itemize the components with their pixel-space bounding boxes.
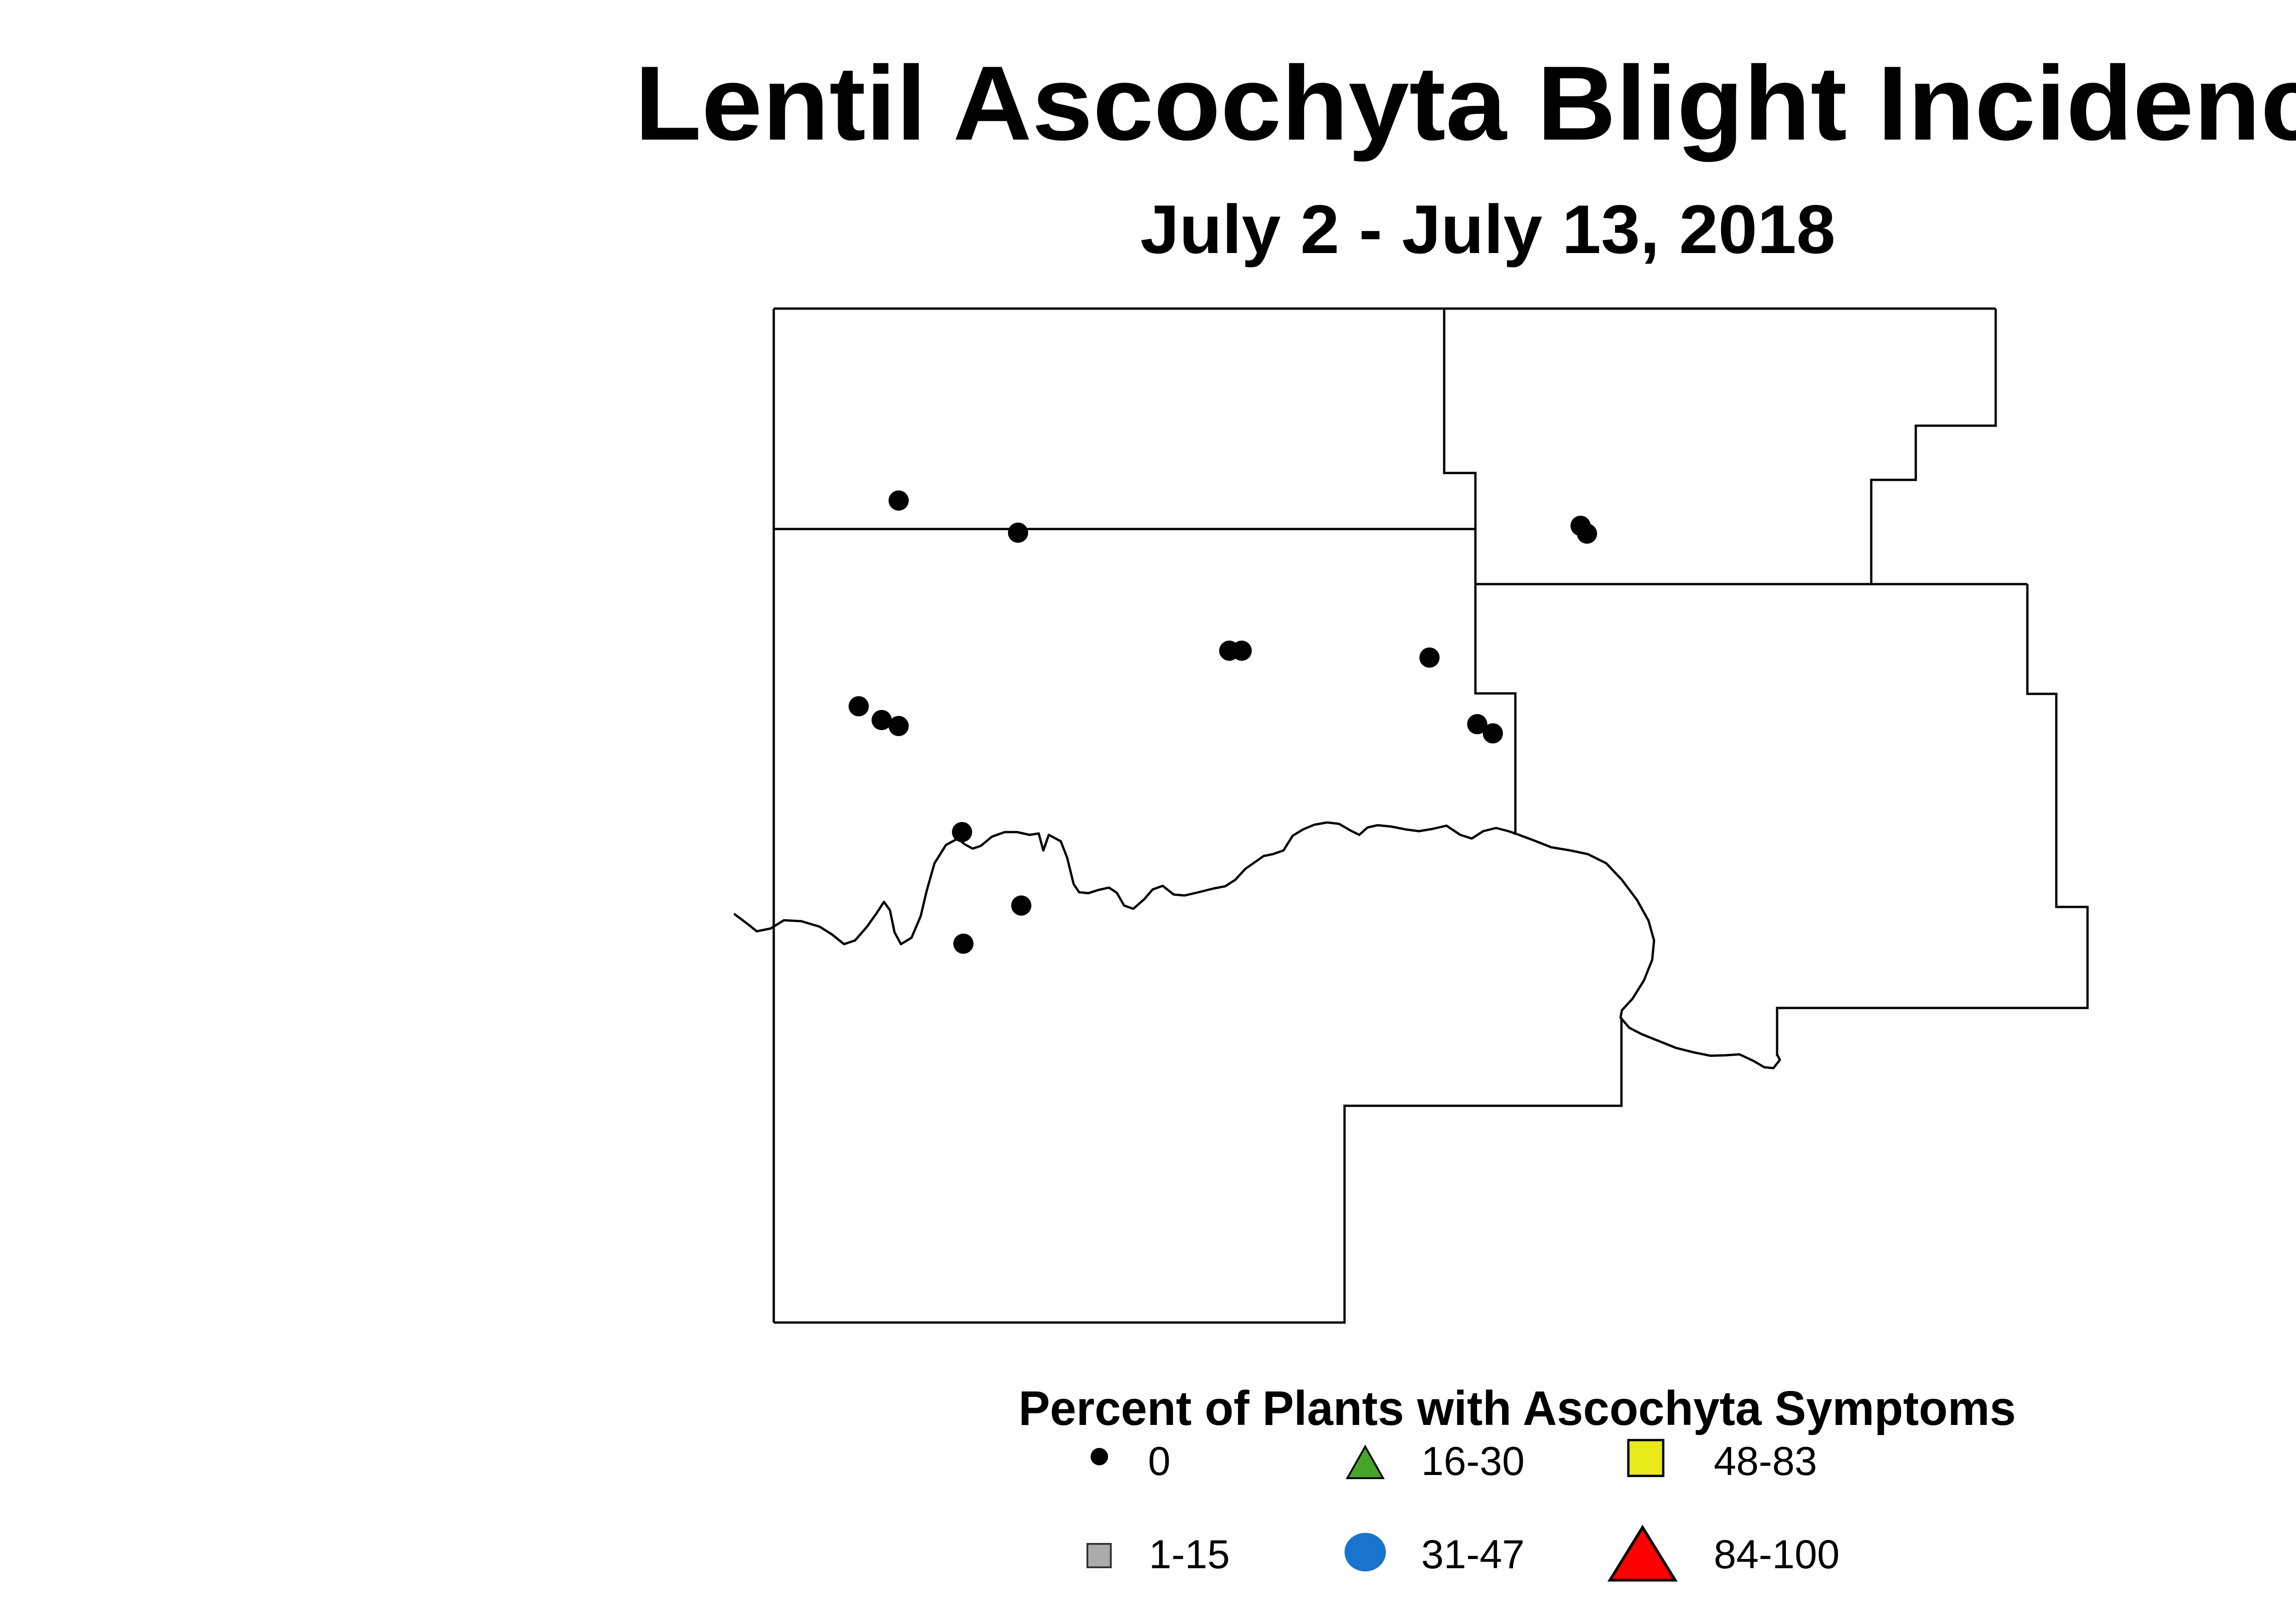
river-line xyxy=(733,821,1781,1070)
legend-label-84-100: 84-100 xyxy=(1714,1531,1840,1577)
legend-gray-square-icon xyxy=(1086,1543,1112,1568)
legend-title: Percent of Plants with Ascochyta Symptom… xyxy=(1019,1381,2016,1435)
survey-point xyxy=(1467,714,1487,734)
legend-label-16-30: 16-30 xyxy=(1421,1438,1525,1484)
county-border-line xyxy=(1776,584,2089,1056)
survey-point xyxy=(1419,647,1440,668)
legend-label-48-83: 48-83 xyxy=(1714,1438,1817,1484)
survey-points xyxy=(849,490,1597,954)
legend-red-triangle-icon xyxy=(1607,1525,1678,1582)
county-border-line xyxy=(1443,309,1517,835)
county-boundaries xyxy=(772,307,2089,1324)
legend-green-triangle-icon xyxy=(1345,1444,1385,1479)
snake-river-line xyxy=(733,821,1781,1070)
survey-point xyxy=(872,710,892,730)
legend-black-dot-icon xyxy=(1091,1448,1108,1465)
legend-blue-circle-icon xyxy=(1345,1533,1386,1571)
page-subtitle: July 2 - July 13, 2018 xyxy=(1140,191,1835,268)
survey-point xyxy=(849,696,869,716)
legend-label-1-15: 1-15 xyxy=(1149,1531,1230,1577)
survey-point xyxy=(1011,895,1031,916)
survey-point xyxy=(953,934,974,954)
survey-point xyxy=(1008,523,1028,543)
county-border-line xyxy=(774,1018,1623,1324)
survey-point xyxy=(889,716,909,736)
legend-yellow-square-icon xyxy=(1627,1439,1665,1477)
survey-point xyxy=(1232,641,1252,661)
legend: Percent of Plants with Ascochyta Symptom… xyxy=(1019,1381,2016,1582)
page-title: Lentil Ascochyta Blight Incidence xyxy=(635,44,2296,162)
legend-label-31-47: 31-47 xyxy=(1421,1531,1525,1577)
survey-point xyxy=(952,822,972,842)
legend-label-0: 0 xyxy=(1148,1438,1171,1484)
survey-point xyxy=(1577,524,1597,544)
survey-point xyxy=(1483,723,1503,743)
county-border-line xyxy=(1870,309,1997,584)
survey-point xyxy=(889,490,909,511)
